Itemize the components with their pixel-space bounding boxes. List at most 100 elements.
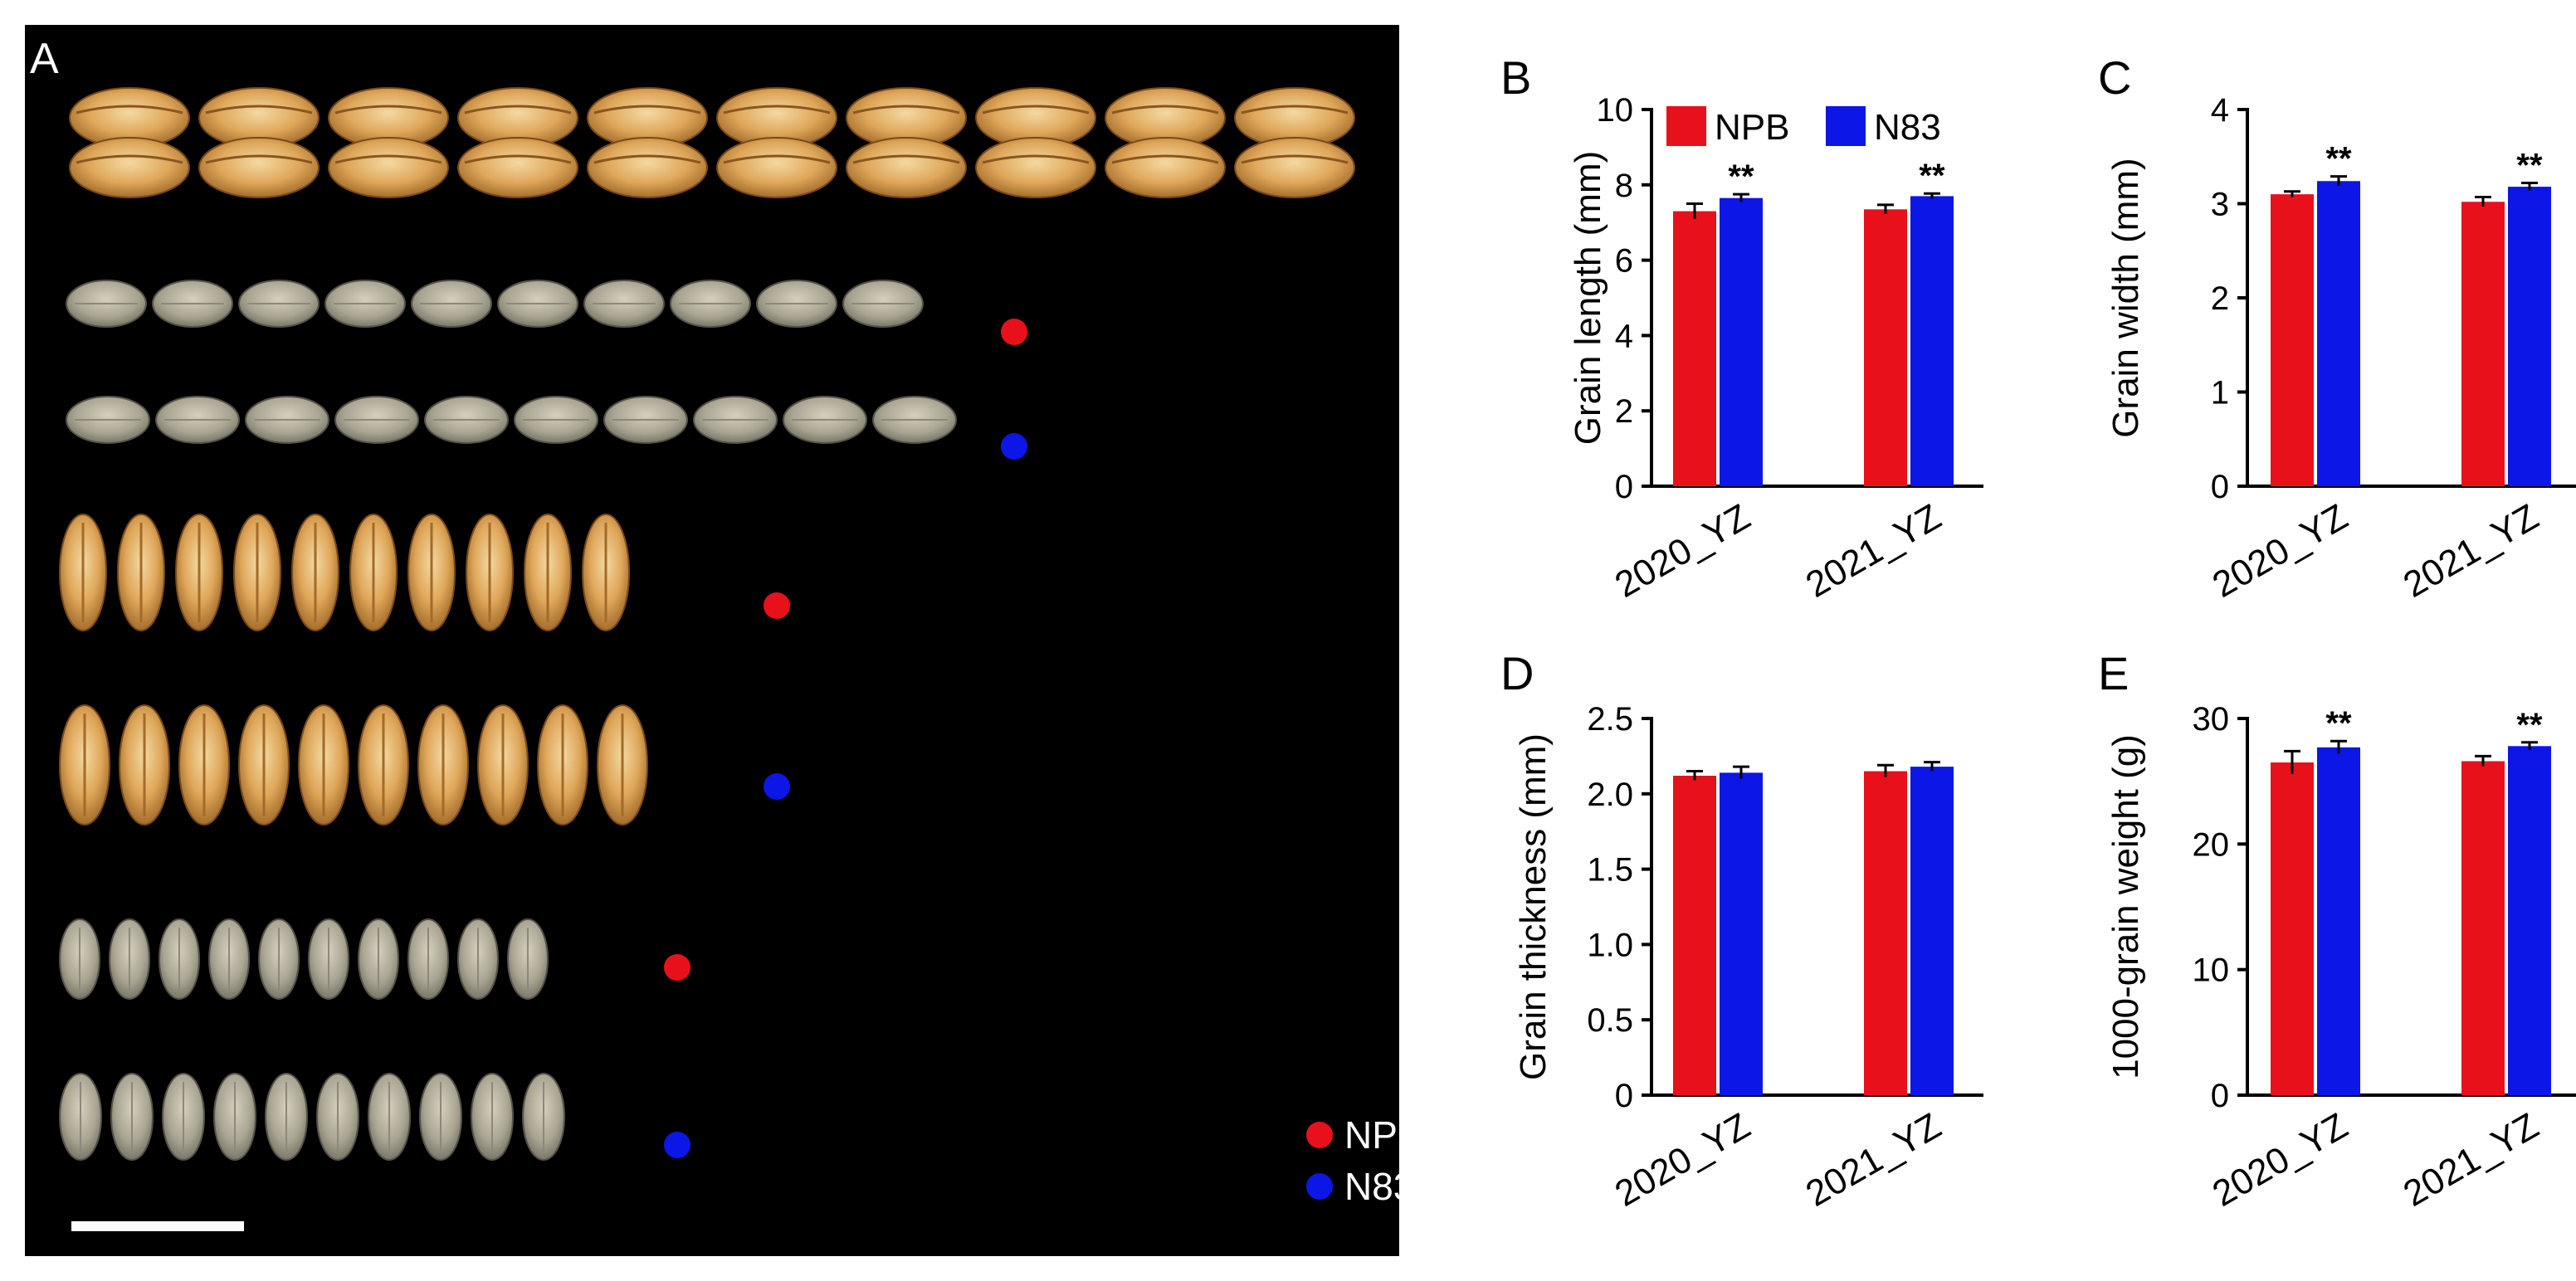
y-axis-label: 1000-grain weight (g) (2105, 734, 2146, 1079)
bar-n83-2020_yz (1720, 772, 1763, 1095)
grain-row-paddy-length-n83 (69, 137, 1355, 198)
y-tick-label: 1.0 (1587, 927, 1633, 963)
y-axis-label: Grain width (mm) (2105, 158, 2146, 437)
chart-e: E 0 10 20 30 1000-grain weight (g) ** 2020_YZ **… (2098, 647, 2576, 1215)
row-dot-n83 (1001, 433, 1027, 460)
category-label: 2021_YZ (2397, 1105, 2545, 1215)
grain-row-paddy-length-npb (69, 87, 1355, 149)
grain-ridge (723, 105, 831, 114)
y-tick-label: 1.5 (1587, 852, 1633, 889)
grain-ridge (1241, 105, 1349, 114)
legend-label-n83: N83 (1874, 107, 1941, 148)
grain-ridge (334, 105, 442, 114)
grain-ridge (205, 154, 313, 164)
category-label: 2020_YZ (2206, 1105, 2354, 1215)
legend-swatch-n83 (1826, 106, 1866, 146)
legend-label-npb: NPB (1344, 1113, 1399, 1157)
y-tick-label: 0 (2211, 469, 2229, 505)
row-dot-n83 (764, 773, 790, 800)
y-tick-label: 0.5 (1587, 1002, 1633, 1039)
grain-ridge (1241, 154, 1349, 164)
bar-npb-2020_yz (2271, 762, 2314, 1095)
grain-ridge (76, 154, 183, 164)
bar-npb-2020_yz (2271, 194, 2314, 486)
grain-ridge (593, 154, 701, 164)
bar-npb-2021_yz (1864, 209, 1907, 486)
grain (716, 137, 837, 198)
legend-label-n83: N83 (1344, 1165, 1399, 1208)
row-dot-npb (664, 954, 690, 981)
grain (198, 137, 320, 198)
category-label: 2020_YZ (2206, 496, 2354, 606)
grain-row-brown-length-n83 (66, 396, 957, 444)
bar-n83-2021_yz (1910, 196, 1954, 487)
grain-ridge (464, 154, 572, 164)
grain (1105, 137, 1226, 198)
panel-label: E (2098, 647, 2129, 699)
grain-ridge (593, 105, 701, 114)
significance-mark: ** (2516, 707, 2543, 743)
significance-mark: ** (2325, 141, 2352, 178)
legend-swatch-npb (1666, 106, 1706, 146)
bar-npb-2020_yz (1673, 211, 1716, 486)
y-tick-label: 4 (2211, 92, 2229, 129)
scale-bar (71, 1221, 244, 1231)
y-tick-label: 2.5 (1587, 701, 1633, 738)
category-label: 2020_YZ (1608, 1105, 1757, 1215)
legend-dot-npb (1306, 1122, 1333, 1148)
y-tick-label: 1 (2211, 375, 2229, 412)
y-tick-label: 3 (2211, 187, 2229, 223)
chart-c: C 0 1 2 3 4 Grain width (mm) ** 2020_YZ ** 2021_YZ (2098, 51, 2576, 606)
row-dot-n83 (664, 1132, 690, 1158)
grain (457, 137, 578, 198)
y-tick-label: 20 (2193, 826, 2230, 863)
bar-npb-2020_yz (1673, 776, 1716, 1095)
category-label: 2021_YZ (2397, 496, 2545, 606)
grain-ridge (982, 154, 1090, 164)
chart-d: D 0 0.5 1.0 1.5 2.0 2.5 Grain thickness (mm) 202… (1500, 647, 1983, 1215)
significance-mark: ** (2516, 148, 2543, 184)
grain-row-paddy-width-n83 (59, 704, 648, 826)
y-tick-label: 6 (1615, 243, 1633, 280)
grain-ridge (982, 105, 1090, 114)
y-tick-label: 2.0 (1587, 777, 1633, 813)
grain-ridge (1111, 105, 1219, 114)
grain-row-brown-width-n83 (59, 1073, 565, 1161)
bar-n83-2021_yz (1910, 767, 1954, 1095)
grain (328, 137, 449, 198)
panel-label: B (1500, 51, 1531, 104)
category-label: 2021_YZ (1799, 1105, 1948, 1215)
bar-npb-2021_yz (1864, 771, 1907, 1095)
grain-ridge (852, 105, 960, 114)
bar-n83-2020_yz (1720, 197, 1763, 486)
row-dot-npb (764, 592, 790, 619)
grain-row-brown-length-npb (66, 280, 924, 328)
chart-legend: NPB N83 (1666, 106, 1941, 148)
bar-npb-2021_yz (2461, 202, 2505, 487)
y-tick-label: 10 (2193, 952, 2230, 989)
y-axis-label: Grain thickness (mm) (1513, 733, 1554, 1080)
grain-ridge (464, 105, 572, 114)
significance-mark: ** (1728, 158, 1754, 195)
grain-photo: A NPB N83 (30, 35, 1399, 1231)
bar-n83-2020_yz (2317, 747, 2360, 1095)
grain-ridge (76, 105, 183, 114)
grain (587, 137, 708, 198)
grain (69, 137, 190, 198)
legend-dot-n83 (1306, 1173, 1333, 1200)
grain-ridge (1111, 154, 1219, 164)
grain-ridge (852, 154, 960, 164)
y-tick-label: 10 (1597, 92, 1634, 129)
row-dot-npb (1001, 319, 1027, 345)
grain (975, 137, 1096, 198)
panel-label: C (2098, 51, 2131, 104)
bar-n83-2021_yz (2508, 746, 2551, 1095)
y-tick-label: 2 (2211, 280, 2229, 317)
category-label: 2020_YZ (1608, 496, 1757, 606)
bar-npb-2021_yz (2461, 761, 2505, 1095)
y-tick-label: 0 (1615, 1078, 1633, 1114)
panel-label: D (1500, 647, 1534, 699)
y-tick-label: 0 (1615, 469, 1633, 505)
grain-row-paddy-width-npb (59, 514, 630, 631)
